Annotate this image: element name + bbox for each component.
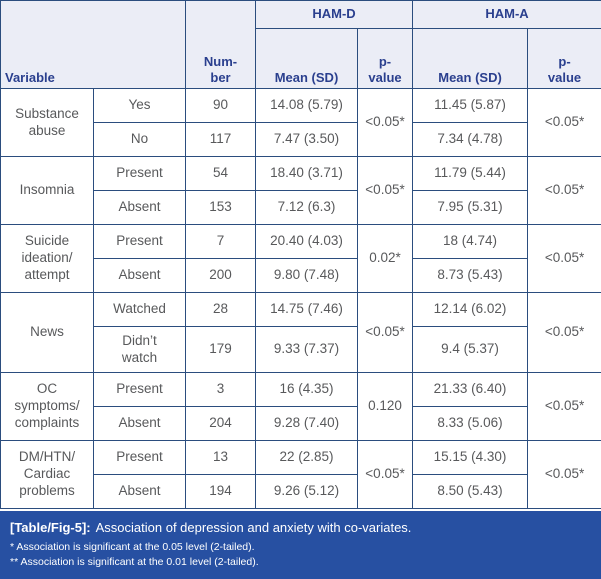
hama-mean-cell: 8.50 (5.43) xyxy=(413,475,528,509)
hama-pvalue-cell: <0.05* xyxy=(528,373,601,441)
col-header-number: Num- ber xyxy=(186,1,256,89)
variable-cell: DM/HTN/ Cardiac problems xyxy=(1,441,94,509)
results-table: Variable Num- ber HAM-D HAM-A Mean (SD) … xyxy=(0,0,601,509)
hamd-pvalue-cell: 0.120 xyxy=(358,373,413,441)
col-header-variable: Variable xyxy=(1,1,186,89)
hama-mean-cell: 8.73 (5.43) xyxy=(413,259,528,293)
hama-pvalue-cell: <0.05* xyxy=(528,225,601,293)
caption-label: [Table/Fig-5]: xyxy=(10,520,91,535)
number-cell: 54 xyxy=(186,157,256,191)
hama-mean-cell: 12.14 (6.02) xyxy=(413,293,528,327)
hama-pvalue-cell: <0.05* xyxy=(528,89,601,157)
number-cell: 13 xyxy=(186,441,256,475)
hama-mean-cell: 9.4 (5.37) xyxy=(413,327,528,373)
hamd-mean-cell: 9.33 (7.37) xyxy=(256,327,358,373)
sublabel-cell: Absent xyxy=(94,259,186,293)
number-cell: 3 xyxy=(186,373,256,407)
hama-mean-cell: 11.45 (5.87) xyxy=(413,89,528,123)
sublabel-cell: Yes xyxy=(94,89,186,123)
col-header-hamd-group: HAM-D xyxy=(256,1,413,29)
hamd-mean-cell: 7.12 (6.3) xyxy=(256,191,358,225)
hama-pvalue-cell: <0.05* xyxy=(528,441,601,509)
hamd-pvalue-cell: <0.05* xyxy=(358,293,413,373)
hamd-mean-cell: 18.40 (3.71) xyxy=(256,157,358,191)
col-header-hama-pvalue: p- value xyxy=(528,29,601,89)
number-cell: 117 xyxy=(186,123,256,157)
hamd-mean-cell: 22 (2.85) xyxy=(256,441,358,475)
hama-mean-cell: 21.33 (6.40) xyxy=(413,373,528,407)
col-header-hama-group: HAM-A xyxy=(413,1,601,29)
hama-mean-cell: 11.79 (5.44) xyxy=(413,157,528,191)
footnote-2: ** Association is significant at the 0.0… xyxy=(10,555,591,570)
hamd-mean-cell: 9.26 (5.12) xyxy=(256,475,358,509)
variable-cell: Suicide ideation/ attempt xyxy=(1,225,94,293)
hamd-pvalue-cell: 0.02* xyxy=(358,225,413,293)
sublabel-cell: Present xyxy=(94,441,186,475)
number-cell: 179 xyxy=(186,327,256,373)
variable-cell: Insomnia xyxy=(1,157,94,225)
number-cell: 90 xyxy=(186,89,256,123)
hama-mean-cell: 18 (4.74) xyxy=(413,225,528,259)
hama-mean-cell: 8.33 (5.06) xyxy=(413,407,528,441)
header-row-groups: Variable Num- ber HAM-D HAM-A xyxy=(1,1,601,29)
col-header-hama-mean: Mean (SD) xyxy=(413,29,528,89)
table-row: DM/HTN/ Cardiac problems Present 13 22 (… xyxy=(1,441,601,475)
table-row: Insomnia Present 54 18.40 (3.71) <0.05* … xyxy=(1,157,601,191)
variable-cell: News xyxy=(1,293,94,373)
hamd-mean-cell: 20.40 (4.03) xyxy=(256,225,358,259)
col-header-hamd-pvalue: p- value xyxy=(358,29,413,89)
sublabel-cell: Didn’t watch xyxy=(94,327,186,373)
hamd-pvalue-cell: <0.05* xyxy=(358,157,413,225)
sublabel-cell: Absent xyxy=(94,407,186,441)
sublabel-cell: No xyxy=(94,123,186,157)
variable-cell: OC symptoms/ complaints xyxy=(1,373,94,441)
hama-mean-cell: 15.15 (4.30) xyxy=(413,441,528,475)
table-row: Substance abuse Yes 90 14.08 (5.79) <0.0… xyxy=(1,89,601,123)
table-caption: [Table/Fig-5]: Association of depression … xyxy=(0,511,601,579)
hamd-mean-cell: 16 (4.35) xyxy=(256,373,358,407)
sublabel-cell: Absent xyxy=(94,475,186,509)
hama-mean-cell: 7.34 (4.78) xyxy=(413,123,528,157)
sublabel-cell: Absent xyxy=(94,191,186,225)
hamd-mean-cell: 7.47 (3.50) xyxy=(256,123,358,157)
hama-pvalue-cell: <0.05* xyxy=(528,157,601,225)
hamd-pvalue-cell: <0.05* xyxy=(358,89,413,157)
number-cell: 7 xyxy=(186,225,256,259)
table-row: Suicide ideation/ attempt Present 7 20.4… xyxy=(1,225,601,259)
number-cell: 194 xyxy=(186,475,256,509)
sublabel-cell: Watched xyxy=(94,293,186,327)
caption-line: [Table/Fig-5]: Association of depression … xyxy=(10,519,591,537)
footnote-1: * Association is significant at the 0.05… xyxy=(10,540,591,555)
hamd-mean-cell: 14.75 (7.46) xyxy=(256,293,358,327)
hama-mean-cell: 7.95 (5.31) xyxy=(413,191,528,225)
number-cell: 153 xyxy=(186,191,256,225)
col-header-hamd-mean: Mean (SD) xyxy=(256,29,358,89)
table-row: OC symptoms/ complaints Present 3 16 (4.… xyxy=(1,373,601,407)
caption-text: Association of depression and anxiety wi… xyxy=(96,520,412,535)
sublabel-cell: Present xyxy=(94,157,186,191)
hamd-mean-cell: 14.08 (5.79) xyxy=(256,89,358,123)
sublabel-cell: Present xyxy=(94,373,186,407)
number-cell: 28 xyxy=(186,293,256,327)
variable-cell: Substance abuse xyxy=(1,89,94,157)
hamd-pvalue-cell: <0.05* xyxy=(358,441,413,509)
hama-pvalue-cell: <0.05* xyxy=(528,293,601,373)
number-cell: 204 xyxy=(186,407,256,441)
table-row: News Watched 28 14.75 (7.46) <0.05* 12.1… xyxy=(1,293,601,327)
number-cell: 200 xyxy=(186,259,256,293)
hamd-mean-cell: 9.80 (7.48) xyxy=(256,259,358,293)
hamd-mean-cell: 9.28 (7.40) xyxy=(256,407,358,441)
sublabel-cell: Present xyxy=(94,225,186,259)
